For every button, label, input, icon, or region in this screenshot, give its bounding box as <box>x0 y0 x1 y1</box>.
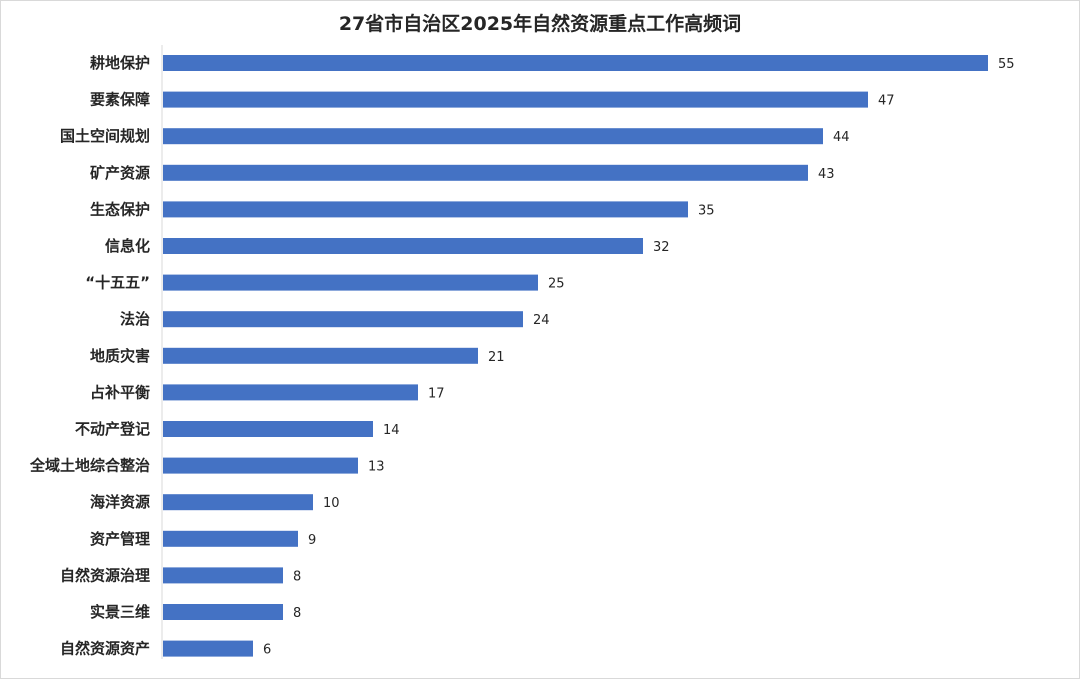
category-label: 生态保护 <box>90 200 150 218</box>
bar <box>163 164 808 181</box>
category-label: 自然资源治理 <box>60 566 150 584</box>
bar <box>163 91 868 108</box>
bar <box>163 421 373 437</box>
data-label: 10 <box>323 496 340 511</box>
category-label: “十五五” <box>85 274 150 292</box>
bar <box>163 494 313 511</box>
bar <box>163 55 988 71</box>
category-label: 海洋资源 <box>90 493 150 511</box>
data-label: 17 <box>428 386 445 401</box>
data-label: 44 <box>833 130 850 145</box>
bar <box>163 640 253 657</box>
bar <box>163 128 823 145</box>
data-label: 47 <box>878 94 895 109</box>
bar <box>163 347 478 364</box>
data-label: 24 <box>533 313 550 328</box>
data-label: 35 <box>698 203 715 218</box>
bar <box>163 311 523 328</box>
category-label: 资产管理 <box>90 530 150 548</box>
data-label: 6 <box>263 643 271 658</box>
category-label: 法治 <box>120 310 150 328</box>
bar <box>163 201 688 218</box>
bar <box>163 238 643 254</box>
bar <box>163 567 283 584</box>
category-label: 全域土地综合整治 <box>29 457 150 475</box>
category-label: 地质灾害 <box>90 347 150 365</box>
data-label: 55 <box>998 57 1015 72</box>
data-label: 43 <box>818 167 835 182</box>
bar <box>163 274 538 291</box>
category-label: 耕地保护 <box>90 54 150 72</box>
category-label: 不动产登记 <box>75 420 150 438</box>
category-label: 要素保障 <box>90 91 150 109</box>
bar <box>163 530 298 547</box>
category-label: 信息化 <box>105 237 150 255</box>
category-label: 国土空间规划 <box>60 127 150 145</box>
category-label: 自然资源资产 <box>60 640 150 658</box>
chart-title: 27省市自治区2025年自然资源重点工作高频词 <box>338 13 742 35</box>
data-label: 9 <box>308 533 316 548</box>
data-label: 32 <box>653 240 670 255</box>
category-label: 实景三维 <box>90 603 150 621</box>
data-label: 25 <box>548 277 565 292</box>
data-label: 14 <box>383 423 400 438</box>
bar <box>163 604 283 620</box>
data-label: 21 <box>488 350 505 365</box>
data-label: 8 <box>293 606 301 621</box>
bar <box>163 457 358 474</box>
data-label: 8 <box>293 569 301 584</box>
category-label: 占补平衡 <box>90 383 150 401</box>
data-label: 13 <box>368 460 385 475</box>
bar <box>163 384 418 401</box>
category-label: 矿产资源 <box>90 164 150 182</box>
